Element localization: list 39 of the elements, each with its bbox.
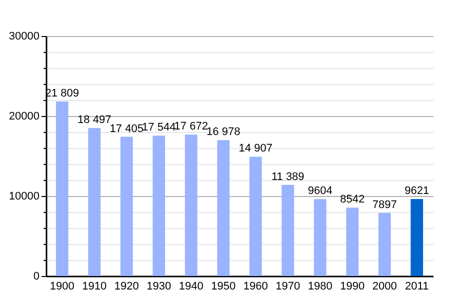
x-tick-label: 2011	[405, 280, 429, 292]
x-tick-label: 1940	[178, 280, 204, 292]
x-tick-label: 1930	[146, 280, 172, 292]
x-tick-label: 1980	[308, 280, 332, 292]
data-label: 17 672	[174, 120, 208, 133]
y-tick-label: 10000	[8, 190, 40, 202]
x-tick-label: 1950	[211, 280, 236, 292]
x-tick-label: 1990	[340, 280, 365, 292]
bar	[56, 102, 68, 276]
data-label: 9621	[404, 185, 430, 198]
y-tick-label: 0	[33, 270, 40, 282]
y-tick-label: 30000	[8, 30, 40, 42]
x-tick-label: 1970	[276, 280, 300, 292]
x-tick-label: 1910	[82, 280, 107, 292]
data-label: 17 544	[142, 122, 176, 134]
x-tick-label: 1920	[114, 280, 139, 292]
data-label: 8542	[340, 194, 365, 206]
bar	[410, 199, 424, 276]
data-label: 7897	[372, 198, 397, 211]
data-label: 18 497	[78, 114, 112, 126]
x-tick-label: 2000	[372, 280, 397, 292]
bar	[346, 208, 359, 276]
bar	[88, 128, 101, 276]
bar	[378, 212, 391, 276]
bar	[120, 136, 133, 276]
bar	[184, 134, 198, 276]
data-label: 16 978	[206, 126, 240, 138]
bar	[314, 199, 326, 276]
x-tick-label: 1900	[50, 280, 74, 292]
bar	[249, 156, 262, 276]
bar	[217, 140, 230, 276]
bar	[152, 136, 166, 276]
y-tick-label: 20000	[8, 110, 40, 122]
data-label: 14 907	[238, 142, 272, 155]
data-label: 9604	[308, 185, 332, 198]
data-label: 17 405	[110, 122, 144, 135]
x-tick-label: 1960	[243, 280, 268, 292]
data-label: 11 389	[271, 170, 304, 183]
bar	[282, 184, 294, 276]
